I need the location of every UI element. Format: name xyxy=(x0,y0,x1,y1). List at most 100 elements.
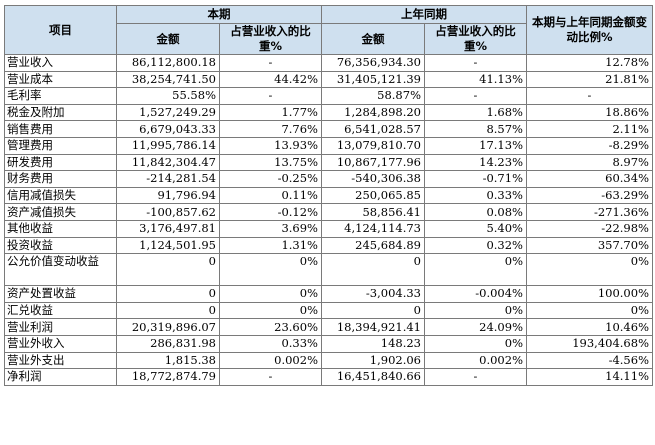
row-label: 销售费用 xyxy=(4,120,117,138)
change-cell: 8.97% xyxy=(526,153,653,172)
prior-ratio-cell: 14.23% xyxy=(424,153,527,172)
change-cell: -8.29% xyxy=(526,136,653,155)
row-label: 其他收益 xyxy=(4,219,117,238)
prior-amount-cell: 1,902.06 xyxy=(321,351,425,370)
change-cell: -4.56% xyxy=(526,351,653,370)
current-amount-cell: 6,679,043.33 xyxy=(116,120,220,138)
prior-amount-cell: 31,405,121.39 xyxy=(321,70,425,89)
change-cell: -22.98% xyxy=(526,219,653,238)
prior-ratio-cell: 17.13% xyxy=(424,136,527,155)
prior-amount-cell: 18,394,921.41 xyxy=(321,318,425,336)
current-ratio-cell: 0.33% xyxy=(219,334,322,353)
table-row: 信用减值损失 91,796.94 0.11% 250,065.85 0.33% -63.2… xyxy=(4,186,653,205)
prior-amount-cell: 148.23 xyxy=(321,334,425,353)
prior-ratio-cell: 0.08% xyxy=(424,203,527,221)
current-amount-cell: 0 xyxy=(116,253,220,287)
current-amount-cell: 11,842,304.47 xyxy=(116,153,220,172)
change-cell: 10.46% xyxy=(526,318,653,336)
change-cell: -271.36% xyxy=(526,203,653,221)
prior-ratio-cell: - xyxy=(424,54,527,72)
prior-ratio-cell: -0.004% xyxy=(424,285,527,303)
table-row: 管理费用 11,995,786.14 13.93% 13,079,810.70 17.1… xyxy=(4,136,653,155)
current-ratio-cell: 0% xyxy=(219,301,322,320)
current-amount-cell: 91,796.94 xyxy=(116,186,220,205)
prior-amount-cell: 16,451,840.66 xyxy=(321,368,425,386)
row-label: 研发费用 xyxy=(4,153,117,172)
table-row: 公允价值变动收益 0 0% 0 0% 0% xyxy=(4,253,653,287)
current-ratio-cell: 3.69% xyxy=(219,219,322,238)
row-label: 信用减值损失 xyxy=(4,186,117,205)
change-cell: 2.11% xyxy=(526,120,653,138)
income-statement-table-wrapper: 项目 本期 上年同期 本期与上年同期金额变动比例% 金额 占营业收入的比重% 金… xyxy=(4,5,653,386)
current-amount-cell: 20,319,896.07 xyxy=(116,318,220,336)
change-cell: 14.11% xyxy=(526,368,653,386)
current-ratio-cell: 0% xyxy=(219,253,322,287)
prior-amount-cell: 0 xyxy=(321,253,425,287)
table-row: 营业收入 86,112,800.18-76,356,934.30-12.78% xyxy=(4,54,653,72)
table-row: 财务费用 -214,281.54 -0.25% -540,306.38 -0.71% 60… xyxy=(4,170,653,188)
current-ratio-cell: -0.12% xyxy=(219,203,322,221)
header-item: 项目 xyxy=(4,5,117,55)
row-label: 公允价值变动收益 xyxy=(4,253,117,287)
prior-ratio-cell: 0% xyxy=(424,253,527,287)
row-label: 税金及附加 xyxy=(4,103,117,122)
prior-ratio-cell: -0.71% xyxy=(424,170,527,188)
table-row: 研发费用 11,842,304.47 13.75% 10,867,177.96 14.2… xyxy=(4,153,653,172)
row-label: 财务费用 xyxy=(4,170,117,188)
current-amount-cell: 18,772,874.79 xyxy=(116,368,220,386)
header-prior-amount: 金额 xyxy=(321,23,425,55)
change-cell: 18.86% xyxy=(526,103,653,122)
current-amount-cell: 286,831.98 xyxy=(116,334,220,353)
current-ratio-cell: - xyxy=(219,368,322,386)
prior-ratio-cell: 8.57% xyxy=(424,120,527,138)
change-cell: - xyxy=(526,87,653,105)
prior-ratio-cell: 5.40% xyxy=(424,219,527,238)
change-cell: 21.81% xyxy=(526,70,653,89)
row-label: 资产减值损失 xyxy=(4,203,117,221)
row-label: 净利润 xyxy=(4,368,117,386)
header-current-period: 本期 xyxy=(116,5,322,24)
change-cell: 0% xyxy=(526,253,653,287)
table-row: 资产减值损失 -100,857.62 -0.12% 58,856.41 0.08% -27… xyxy=(4,203,653,221)
row-label: 投资收益 xyxy=(4,236,117,255)
header-current-ratio: 占营业收入的比重% xyxy=(219,23,322,55)
current-amount-cell: 86,112,800.18 xyxy=(116,54,220,72)
header-prior-period: 上年同期 xyxy=(321,5,527,24)
table-row: 投资收益 1,124,501.95 1.31% 245,684.89 0.32% 357.… xyxy=(4,236,653,255)
current-ratio-cell: -0.25% xyxy=(219,170,322,188)
prior-ratio-cell: 0% xyxy=(424,301,527,320)
change-cell: -63.29% xyxy=(526,186,653,205)
row-label: 汇兑收益 xyxy=(4,301,117,320)
prior-ratio-cell: 0.32% xyxy=(424,236,527,255)
prior-amount-cell: -540,306.38 xyxy=(321,170,425,188)
prior-amount-cell: 0 xyxy=(321,301,425,320)
prior-amount-cell: 4,124,114.73 xyxy=(321,219,425,238)
table-row: 税金及附加 1,527,249.29 1.77% 1,284,898.20 1.68% 1… xyxy=(4,103,653,122)
prior-amount-cell: 58.87% xyxy=(321,87,425,105)
prior-amount-cell: 13,079,810.70 xyxy=(321,136,425,155)
table-row: 营业成本 38,254,741.50 44.42% 31,405,121.39 41.1… xyxy=(4,70,653,89)
current-amount-cell: -214,281.54 xyxy=(116,170,220,188)
current-amount-cell: 38,254,741.50 xyxy=(116,70,220,89)
table-row: 其他收益 3,176,497.81 3.69% 4,124,114.73 5.40% -2… xyxy=(4,219,653,238)
table-body: 营业收入 86,112,800.18-76,356,934.30-12.78% 营业… xyxy=(4,54,653,386)
current-ratio-cell: 13.75% xyxy=(219,153,322,172)
prior-ratio-cell: - xyxy=(424,87,527,105)
income-statement-table: 项目 本期 上年同期 本期与上年同期金额变动比例% 金额 占营业收入的比重% 金… xyxy=(4,5,653,386)
prior-ratio-cell: 0% xyxy=(424,334,527,353)
current-amount-cell: 1,815.38 xyxy=(116,351,220,370)
current-ratio-cell: 7.76% xyxy=(219,120,322,138)
prior-ratio-cell: 1.68% xyxy=(424,103,527,122)
current-amount-cell: 1,124,501.95 xyxy=(116,236,220,255)
prior-ratio-cell: - xyxy=(424,368,527,386)
current-ratio-cell: 44.42% xyxy=(219,70,322,89)
header-prior-ratio: 占营业收入的比重% xyxy=(424,23,527,55)
row-label: 营业外支出 xyxy=(4,351,117,370)
current-ratio-cell: 1.77% xyxy=(219,103,322,122)
prior-ratio-cell: 0.002% xyxy=(424,351,527,370)
current-ratio-cell: 0.002% xyxy=(219,351,322,370)
prior-amount-cell: 6,541,028.57 xyxy=(321,120,425,138)
table-row: 资产处置收益 0 0% -3,004.33 -0.004% 100.00% xyxy=(4,285,653,303)
prior-amount-cell: 10,867,177.96 xyxy=(321,153,425,172)
table-row: 毛利率 55.58% -58.87% - - xyxy=(4,87,653,105)
